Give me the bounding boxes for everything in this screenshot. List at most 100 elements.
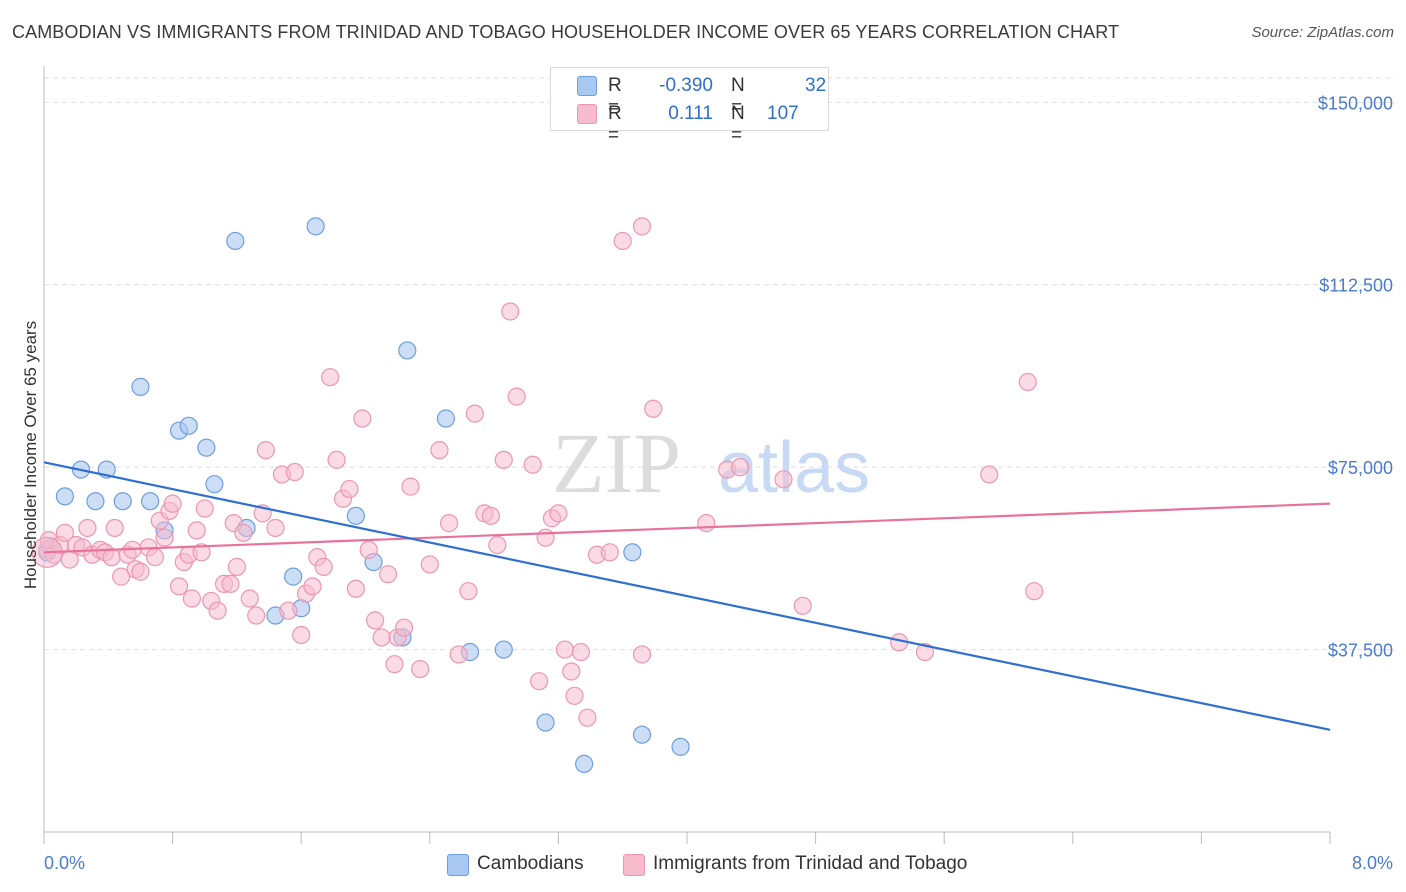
data-point-trinidad	[465, 404, 484, 423]
data-point-trinidad	[131, 562, 150, 581]
legend-swatch-pink	[623, 854, 645, 876]
data-point-trinidad	[571, 642, 591, 662]
data-point-cambodian	[623, 543, 642, 562]
data-point-cambodian	[140, 492, 160, 511]
data-point-trinidad	[187, 521, 206, 540]
data-point-cambodian	[205, 475, 224, 494]
data-point-trinidad	[481, 506, 500, 525]
data-point-trinidad	[644, 399, 663, 418]
correlation-legend: R = -0.390 N = 32 R = 0.111 N = 107	[550, 67, 829, 146]
data-point-trinidad	[439, 514, 459, 533]
data-point-cambodian	[197, 438, 216, 457]
data-point-trinidad	[182, 589, 201, 608]
data-point-trinidad	[385, 655, 404, 674]
data-point-trinidad	[394, 618, 414, 637]
data-point-trinidad	[102, 548, 121, 567]
data-point-trinidad	[105, 518, 124, 538]
data-point-trinidad	[578, 708, 597, 727]
data-point-trinidad	[401, 477, 420, 496]
x-tick-label-min: 0.0%	[44, 853, 85, 873]
data-point-trinidad	[372, 628, 391, 647]
data-point-cambodian	[284, 567, 303, 586]
data-point-cambodian	[671, 737, 690, 756]
y-tick-label: $37,500	[1328, 641, 1393, 661]
data-point-trinidad	[980, 465, 999, 484]
x-tick-label-max: 8.0%	[1352, 853, 1393, 873]
y-axis-title: Householder Income Over 65 years	[21, 321, 40, 589]
legend-n-value: 32	[805, 75, 827, 96]
data-point-trinidad	[430, 441, 449, 460]
legend-r-label: R =	[608, 75, 622, 118]
data-point-trinidad	[774, 470, 793, 489]
data-point-trinidad	[78, 518, 97, 538]
data-point-trinidad	[507, 387, 526, 406]
legend-label: Immigrants from Trinidad and Tobago	[653, 853, 968, 874]
data-point-trinidad	[169, 577, 189, 596]
data-point-trinidad	[549, 504, 568, 523]
data-point-trinidad	[195, 499, 214, 518]
legend-n-label: N =	[731, 75, 745, 118]
data-point-trinidad	[163, 494, 182, 513]
y-tick-label: $150,000	[1318, 93, 1393, 113]
legend-label: Cambodians	[477, 853, 584, 874]
data-point-trinidad	[346, 579, 365, 598]
data-point-cambodian	[494, 640, 513, 659]
data-point-cambodian	[86, 492, 105, 511]
data-point-trinidad	[632, 217, 652, 236]
data-point-trinidad	[420, 555, 439, 574]
data-point-cambodian	[575, 754, 594, 773]
data-point-trinidad	[411, 659, 430, 679]
data-point-trinidad	[536, 528, 555, 547]
axis-labels: $37,500 $75,000 $112,500 $150,000 0.0% 8.0% Ho…	[21, 93, 1393, 873]
legend-r-label: R =	[608, 103, 622, 146]
data-point-trinidad	[279, 601, 298, 620]
data-point-cambodian	[113, 492, 132, 511]
data-point-trinidad	[208, 601, 227, 620]
trend-lines	[43, 461, 1331, 731]
data-point-cambodian	[632, 725, 652, 744]
data-point-trinidad	[314, 557, 333, 576]
data-point-trinidad	[192, 543, 211, 562]
data-point-trinidad	[530, 672, 549, 691]
data-point-cambodian	[436, 409, 455, 428]
data-point-trinidad	[359, 540, 378, 559]
data-point-trinidad	[697, 514, 716, 533]
data-point-trinidad	[366, 611, 385, 630]
axes	[43, 66, 1331, 844]
data-point-trinidad	[321, 368, 340, 387]
chart-title: CAMBODIAN VS IMMIGRANTS FROM TRINIDAD AN…	[12, 22, 1120, 42]
data-point-trinidad	[303, 577, 322, 596]
data-point-trinidad	[227, 557, 246, 576]
legend-n-label: N =	[731, 103, 745, 146]
legend-swatch-pink	[577, 104, 597, 124]
data-point-trinidad	[145, 548, 165, 567]
data-point-cambodian	[131, 377, 150, 396]
data-point-trinidad	[730, 458, 750, 477]
data-point-trinidad	[459, 582, 478, 601]
data-point-trinidad	[523, 455, 542, 474]
data-point-trinidad	[55, 523, 74, 542]
data-point-cambodian	[346, 506, 365, 525]
data-point-trinidad	[494, 450, 513, 469]
data-point-trinidad	[327, 450, 346, 469]
data-point-trinidad	[285, 462, 304, 482]
data-point-trinidad	[112, 567, 131, 586]
data-point-trinidad	[340, 479, 359, 499]
data-point-trinidad	[449, 645, 468, 664]
watermark: ZIP	[552, 415, 681, 511]
data-point-trinidad	[632, 645, 652, 664]
data-point-cambodian	[398, 341, 417, 360]
data-point-trinidad	[915, 642, 935, 662]
data-point-cambodian	[306, 217, 325, 236]
legend-r-value: 0.111	[668, 103, 713, 124]
data-point-trinidad	[793, 596, 812, 615]
data-point-trinidad	[488, 535, 507, 555]
data-point-trinidad	[247, 606, 266, 625]
data-point-trinidad	[565, 686, 584, 705]
data-point-trinidad	[221, 574, 240, 594]
legend-r-value: -0.390	[659, 75, 713, 96]
data-point-cambodian	[179, 416, 198, 435]
data-point-trinidad	[1025, 582, 1044, 601]
data-point-trinidad	[240, 589, 259, 608]
